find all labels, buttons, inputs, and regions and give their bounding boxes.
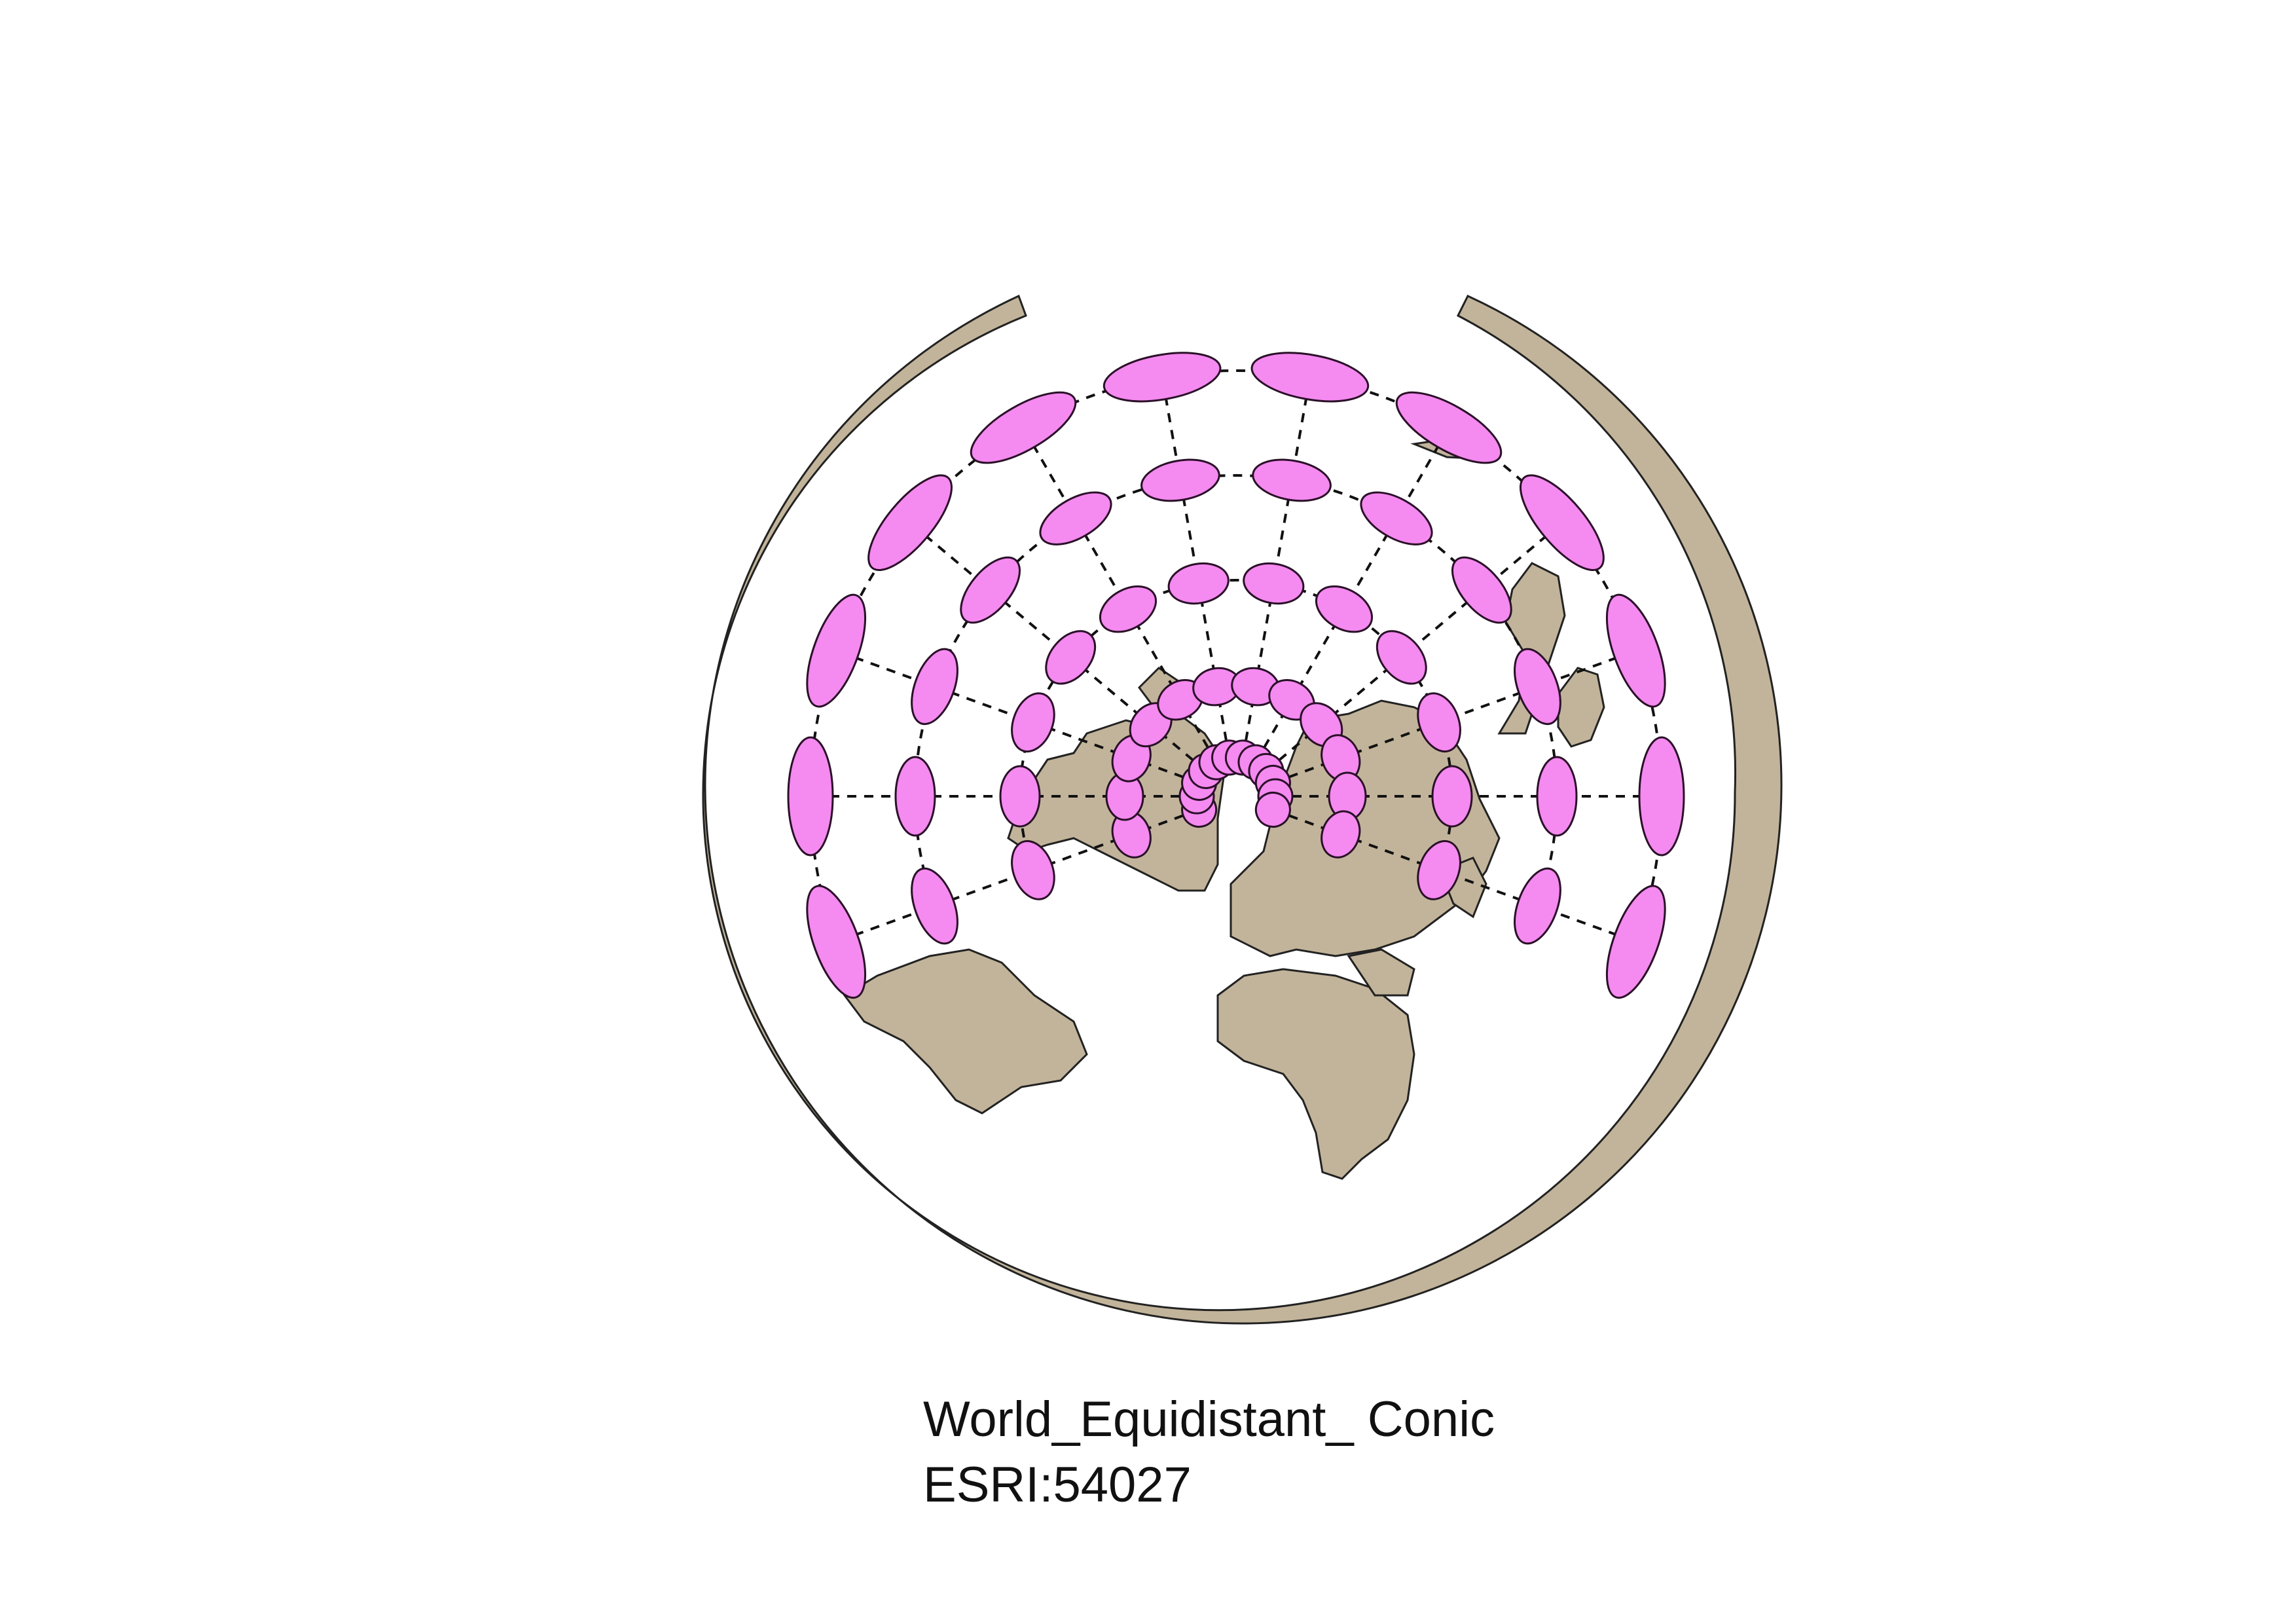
tissot-ellipse bbox=[1519, 474, 1605, 572]
tissot-ellipse bbox=[1011, 840, 1055, 900]
tissot-ellipse bbox=[1605, 885, 1666, 999]
tissot-ellipse bbox=[911, 648, 958, 726]
continents bbox=[843, 439, 1605, 1180]
tissot-ellipse bbox=[960, 556, 1021, 624]
tissot-ellipse bbox=[1252, 458, 1332, 502]
tissot-ellipse bbox=[1514, 648, 1561, 726]
tissot-ellipse bbox=[1102, 352, 1222, 403]
antarctica-outer-band bbox=[702, 294, 1783, 1325]
tissot-ellipse bbox=[1039, 491, 1112, 545]
projection-code: ESRI:54027 bbox=[923, 1457, 1192, 1513]
tissot-ellipse bbox=[1360, 491, 1433, 545]
tissot-ellipse bbox=[1321, 810, 1361, 858]
tissot-ellipse bbox=[1536, 756, 1578, 837]
tissot-ellipse bbox=[1011, 692, 1055, 753]
tissot-ellipse bbox=[787, 736, 834, 857]
tissot-ellipse bbox=[1431, 765, 1473, 828]
tissot-ellipse bbox=[1315, 585, 1374, 633]
tissot-ellipse bbox=[1417, 840, 1461, 900]
tissot-ellipse bbox=[1638, 736, 1685, 857]
tissot-indicatrix bbox=[787, 352, 1685, 999]
africa-shape bbox=[1216, 968, 1415, 1180]
arabia-shape bbox=[1347, 948, 1415, 997]
tissot-ellipse bbox=[1254, 792, 1291, 828]
australia-shape bbox=[1557, 667, 1605, 748]
tissot-ellipse bbox=[1099, 585, 1157, 633]
tissot-ellipse bbox=[1250, 352, 1370, 403]
tissot-ellipse bbox=[1045, 630, 1097, 685]
tissot-ellipse bbox=[1605, 593, 1666, 708]
tissot-ellipse bbox=[806, 593, 867, 708]
tissot-ellipse bbox=[1395, 391, 1503, 464]
south-america-shape bbox=[843, 948, 1088, 1115]
tissot-ellipse bbox=[911, 867, 958, 945]
projection-name: World_Equidistant_ Conic bbox=[923, 1392, 1495, 1447]
tissot-ellipse bbox=[970, 391, 1077, 464]
tissot-ellipse bbox=[1376, 630, 1427, 685]
tissot-ellipse bbox=[1514, 867, 1561, 945]
tissot-ellipse bbox=[1417, 692, 1461, 753]
tissot-ellipse bbox=[806, 885, 867, 999]
tissot-ellipse bbox=[1243, 562, 1305, 605]
graticule-parallel bbox=[914, 474, 1558, 907]
tissot-ellipse bbox=[894, 756, 936, 837]
tissot-ellipse bbox=[1140, 458, 1220, 502]
tissot-ellipse bbox=[1167, 562, 1230, 605]
tissot-ellipse bbox=[1451, 556, 1512, 624]
tissot-ellipse bbox=[999, 765, 1041, 828]
graticule-parallel bbox=[1019, 579, 1453, 871]
tissot-ellipse bbox=[867, 474, 953, 572]
